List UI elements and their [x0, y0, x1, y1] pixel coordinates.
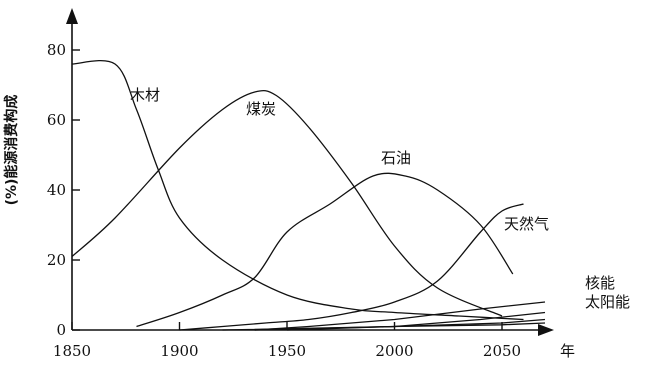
x-tick-label: 1950 — [268, 342, 306, 360]
y-tick-label: 80 — [47, 41, 66, 59]
series-curves — [71, 60, 546, 331]
extra-line — [254, 322, 546, 331]
y-ticks: 0 20 40 60 80 — [47, 41, 80, 339]
y-axis-title: (%)能源消费构成 — [3, 95, 20, 206]
axes — [66, 8, 554, 336]
series-label-oil: 石油 — [381, 149, 411, 167]
series-line-oil — [136, 172, 514, 328]
y-axis-arrow — [66, 8, 78, 24]
y-tick-label: 60 — [47, 111, 66, 129]
x-axis-title: 年 — [560, 342, 575, 360]
series-line-wood — [71, 60, 524, 321]
x-ticks: 1850 1900 1950 2000 2050 — [53, 322, 521, 360]
x-tick-label: 1900 — [160, 342, 198, 360]
series-labels: 木材 煤炭 石油 天然气 核能 太阳能 — [130, 86, 630, 311]
series-label-solar: 太阳能 — [585, 293, 630, 311]
series-line-natural-gas — [179, 203, 524, 331]
series-label-nuclear: 核能 — [585, 274, 615, 292]
y-tick-label: 0 — [56, 321, 66, 339]
series-line-nuclear — [254, 301, 546, 331]
series-label-coal: 煤炭 — [246, 100, 276, 118]
series-label-wood: 木材 — [130, 86, 160, 104]
x-axis-arrow — [538, 324, 554, 336]
series-line-coal — [71, 89, 503, 317]
y-tick-label: 40 — [47, 181, 66, 199]
series-label-gas: 天然气 — [504, 215, 549, 233]
x-tick-label: 2050 — [483, 342, 521, 360]
y-tick-label: 20 — [47, 251, 66, 269]
x-tick-label: 1850 — [53, 342, 91, 360]
x-tick-label: 2000 — [375, 342, 413, 360]
